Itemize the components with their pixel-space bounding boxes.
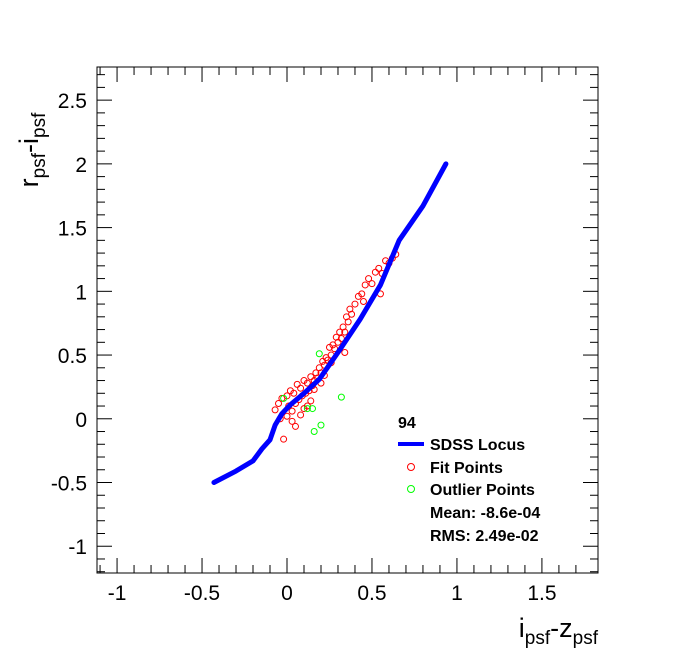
outlier-point — [280, 394, 288, 402]
fit-point — [358, 290, 366, 298]
outlier-point — [308, 405, 316, 413]
outlier-point — [317, 421, 325, 429]
legend-rms: RMS: 2.49e-02 — [430, 528, 539, 545]
fit-point — [280, 435, 288, 443]
fit-point — [300, 405, 308, 413]
sdss-locus-line — [211, 161, 449, 486]
legend-fit-swatch — [407, 463, 415, 471]
x-tick-label: 1 — [451, 582, 463, 605]
outlier-point — [337, 393, 345, 401]
x-tick-label: 1.5 — [527, 582, 556, 605]
fit-point — [348, 310, 356, 318]
x-tick-label: 0.5 — [357, 582, 386, 605]
fit-point — [283, 412, 291, 420]
fit-point — [371, 268, 379, 276]
plot-frame — [96, 66, 599, 574]
fit-point — [341, 349, 349, 357]
legend-header: 94 — [398, 415, 416, 432]
outlier-point — [310, 428, 318, 436]
legend-entry-fit: Fit Points — [430, 460, 503, 477]
y-tick-label: 2 — [75, 154, 87, 177]
y-tick-label: 1 — [75, 281, 87, 304]
legend-entry-outlier: Outlier Points — [430, 482, 535, 499]
x-tick-label: -1 — [108, 582, 127, 605]
fit-point — [290, 389, 298, 397]
fit-point — [275, 399, 283, 407]
fit-point — [365, 275, 373, 283]
fit-point — [297, 384, 305, 392]
fit-point — [361, 281, 369, 289]
x-tick-label: 0 — [281, 582, 293, 605]
fit-point — [375, 264, 383, 272]
axis-ticks: -1 -0.5 0 0.5 1 1.5 -1 -0.5 0 0.5 1 1.5 2 2.5 — [51, 67, 598, 605]
fit-point — [293, 380, 301, 388]
y-tick-label: 1.5 — [58, 218, 87, 241]
x-axis-title: ipsf-zpsf — [519, 613, 599, 649]
legend: 94 SDSS Locus Fit Points Outlier Points … — [398, 415, 540, 545]
fit-point — [351, 300, 359, 308]
fit-point — [271, 406, 279, 414]
outlier-point — [303, 405, 311, 413]
y-tick-label: -1 — [68, 536, 87, 559]
fit-point — [336, 328, 344, 336]
outlier-point — [315, 350, 323, 358]
legend-outlier-swatch — [407, 485, 415, 493]
x-tick-label: -0.5 — [184, 582, 220, 605]
fit-point — [359, 298, 367, 306]
legend-entry-locus: SDSS Locus — [430, 437, 525, 454]
data-marks — [211, 161, 449, 486]
fit-point — [291, 422, 299, 430]
fit-point — [307, 397, 315, 405]
fit-point — [344, 318, 352, 326]
y-tick-label: 0 — [75, 409, 87, 432]
y-tick-label: 0.5 — [58, 345, 87, 368]
fit-point — [368, 280, 376, 288]
fit-point — [341, 328, 349, 336]
y-axis-title: rpsf-ipsf — [14, 112, 50, 187]
legend-mean: Mean: -8.6e-04 — [430, 505, 540, 522]
fit-point — [288, 407, 296, 415]
fit-point — [297, 411, 305, 419]
fit-point — [288, 417, 296, 425]
y-tick-label: 2.5 — [58, 90, 87, 113]
y-tick-label: -0.5 — [51, 473, 87, 496]
